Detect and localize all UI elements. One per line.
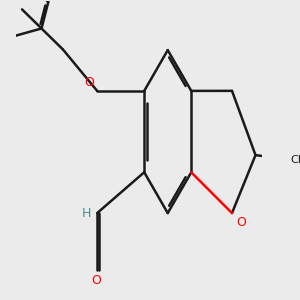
Text: O: O [92,274,101,287]
Text: CH₃: CH₃ [291,154,300,165]
Text: H: H [82,207,91,220]
Text: O: O [84,76,94,89]
Text: O: O [236,216,246,229]
